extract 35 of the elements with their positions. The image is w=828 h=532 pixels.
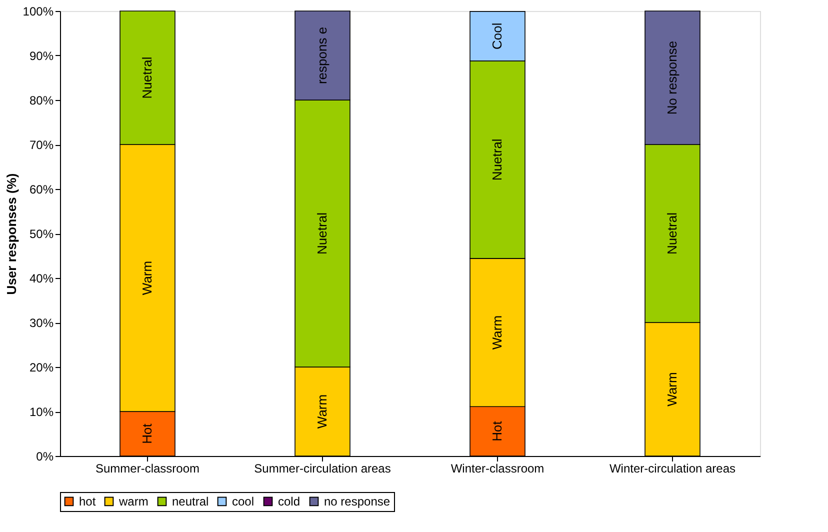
x-tick-label: Summer-classroom [95,462,200,476]
data-label: Nuetral [664,212,680,254]
data-label: Warm [490,315,504,350]
x-tick-label: Winter-circulation areas [609,462,736,476]
x-tick-label: Summer-circulation areas [254,462,391,476]
y-tick-label: 90% [29,49,54,63]
x-tick-label: Winter-classroom [450,462,544,476]
legend-label: warm [118,494,148,508]
y-tick-label: 80% [29,94,54,108]
data-label: Warm [664,372,680,406]
y-tick-label: 30% [29,316,54,330]
y-tick-label: 10% [29,405,54,419]
data-label: Nuetral [314,212,330,254]
legend-label: no response [324,494,390,508]
y-tick-label: 60% [29,182,54,196]
data-label: Cool [490,22,504,50]
y-tick-label: 70% [29,138,54,152]
data-label: Nuetral [490,138,504,181]
data-label: Hot [140,423,154,444]
legend-label: hot [79,494,96,508]
y-axis-title: User responses (%) [4,173,19,295]
data-label: Warm [140,260,154,296]
y-tick-label: 100% [22,4,54,18]
legend-label: neutral [172,494,209,508]
data-label: Nuetral [140,56,154,99]
data-label: No response [664,40,680,115]
data-label: Warm [314,394,330,429]
legend-label: cool [232,494,254,508]
data-label: Hot [490,420,504,442]
y-tick-label: 20% [29,360,54,374]
y-tick-label: 0% [36,450,54,464]
y-tick-label: 40% [29,272,54,286]
legend-label: cold [278,494,300,508]
data-label: respons e [314,26,330,84]
y-tick-label: 50% [29,227,54,241]
